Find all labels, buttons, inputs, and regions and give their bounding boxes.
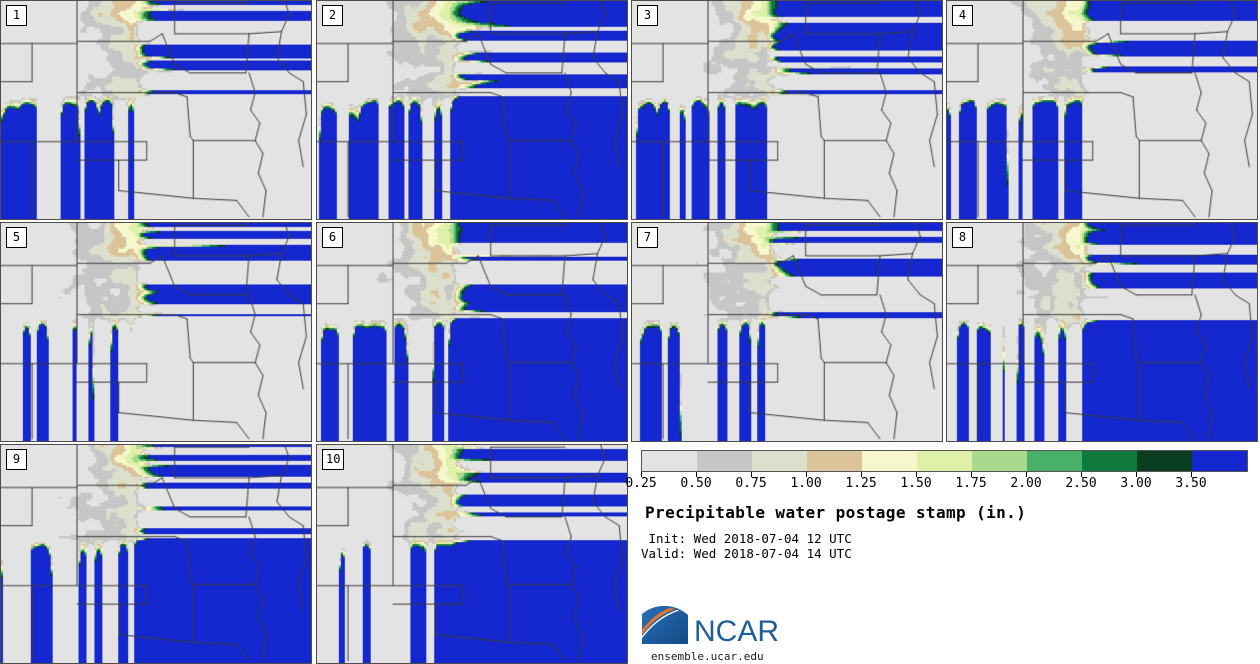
map-canvas-member-10 [317,445,627,663]
map-canvas-member-6 [317,223,627,441]
colorbar-segment-1 [697,451,752,471]
colorbar-label-0.50: 0.50 [680,476,712,491]
ncar-wordmark: NCAR [694,615,779,646]
ncar-logo-highlight [642,607,686,644]
colorbar-segment-3 [807,451,862,471]
map-canvas-member-5 [1,223,311,441]
colorbar-tick-8 [1081,472,1082,477]
colorbar-segment-6 [972,451,1027,471]
map-panel-10[interactable]: 10 [316,444,628,664]
map-panel-4[interactable]: 4 [946,0,1258,220]
colorbar-segment-0 [642,451,697,471]
colorbar-label-0.25: 0.25 [625,476,657,491]
colorbar-label-1.50: 1.50 [900,476,932,491]
colorbar-ticks [641,472,1248,480]
colorbar-tick-1 [696,472,697,477]
map-panel-5[interactable]: 5 [0,222,312,442]
map-canvas-member-7 [632,223,942,441]
colorbar-tick-labels: 0.25 0.50 0.75 1.00 1.25 1.50 1.75 2.00 2.50 3.00… [625,476,1248,492]
ncar-logo-mark [642,605,688,644]
map-panel-1[interactable]: 1 [0,0,312,220]
valid-time-line: Valid: Wed 2018-07-04 14 UTC [641,546,852,561]
map-canvas-member-2 [317,1,627,219]
ncar-logo: NCAR [642,605,779,646]
ncar-logo-swoosh [642,607,686,643]
map-panel-6[interactable]: 6 [316,222,628,442]
colorbar-tick-4 [861,472,862,477]
colorbar-segment-7 [1027,451,1082,471]
colorbar-tick-5 [916,472,917,477]
map-canvas-member-1 [1,1,311,219]
forecast-time-metadata: Init: Wed 2018-07-04 12 UTC Valid: Wed 2… [641,531,852,561]
colorbar-tick-6 [971,472,972,477]
map-canvas-member-3 [632,1,942,219]
colorbar-label-1.25: 1.25 [845,476,877,491]
colorbar-tick-3 [806,472,807,477]
panel-label-5: 5 [6,227,27,248]
map-panel-9[interactable]: 9 [0,444,312,664]
colorbar-segment-10 [1192,451,1247,471]
map-panel-2[interactable]: 2 [316,0,628,220]
panel-label-3: 3 [637,5,658,26]
colorbar-label-3.00: 3.00 [1120,476,1152,491]
colorbar-label-1.00: 1.00 [790,476,822,491]
map-canvas-member-9 [1,445,311,663]
map-canvas-member-4 [947,1,1257,219]
colorbar-tick-9 [1136,472,1137,477]
colorbar-tick-0 [641,472,642,477]
colorbar-tick-10 [1191,472,1192,477]
colorbar-segment-8 [1082,451,1137,471]
colorbar-gradient [641,450,1248,472]
colorbar-tick-7 [1026,472,1027,477]
panel-label-7: 7 [637,227,658,248]
map-panel-7[interactable]: 7 [631,222,943,442]
ncar-url-label: ensemble.ucar.edu [651,650,764,663]
colorbar-label-3.50: 3.50 [1175,476,1207,491]
colorbar-segment-4 [862,451,917,471]
panel-label-9: 9 [6,449,27,470]
panel-label-10: 10 [322,449,345,470]
plot-title: Precipitable water postage stamp (in.) [645,503,1027,522]
panel-label-4: 4 [952,5,973,26]
colorbar-segment-5 [917,451,972,471]
colorbar: 0.25 0.50 0.75 1.00 1.25 1.50 1.75 2.00 2.50 3.00… [625,450,1248,491]
map-panel-3[interactable]: 3 [631,0,943,220]
colorbar-tick-2 [751,472,752,477]
colorbar-label-1.75: 1.75 [955,476,987,491]
colorbar-segment-9 [1137,451,1192,471]
colorbar-label-2.50: 2.50 [1065,476,1097,491]
panel-label-8: 8 [952,227,973,248]
colorbar-label-0.75: 0.75 [735,476,767,491]
init-time-line: Init: Wed 2018-07-04 12 UTC [641,531,852,546]
map-panel-8[interactable]: 8 [946,222,1258,442]
colorbar-label-2.00: 2.00 [1010,476,1042,491]
panel-label-2: 2 [322,5,343,26]
panel-label-1: 1 [6,5,27,26]
colorbar-segment-2 [752,451,807,471]
map-canvas-member-8 [947,223,1257,441]
panel-label-6: 6 [322,227,343,248]
